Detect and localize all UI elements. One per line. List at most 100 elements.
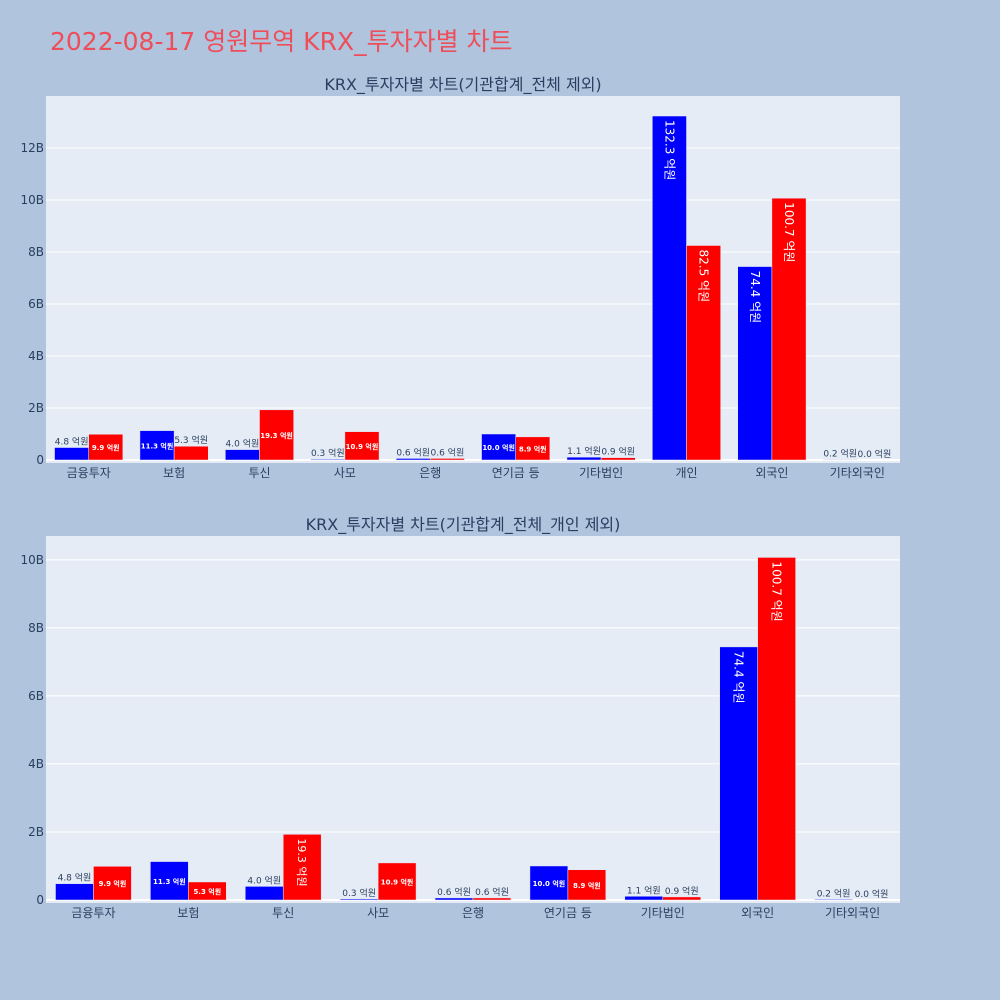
x-tick-label: 기타외국인 — [830, 466, 885, 480]
data-label: 74.4 억원 — [748, 271, 762, 324]
x-tick-label: 은행 — [419, 465, 441, 480]
buy-bar — [139, 430, 175, 461]
sell-bar — [515, 436, 551, 461]
buy-bar — [652, 115, 687, 461]
buy-bar — [245, 886, 284, 901]
sell-bar — [93, 866, 132, 901]
sell-bar — [662, 896, 701, 901]
x-tick-label: 연기금 등 — [544, 906, 592, 920]
sell-bar — [600, 457, 636, 461]
data-label: 1.1 억원 — [627, 884, 661, 896]
data-label: 100.7 억원 — [770, 561, 784, 621]
buy-bar — [814, 899, 853, 901]
sell-bar — [771, 197, 807, 461]
y-tick-label: 2B — [28, 401, 44, 415]
data-label: 132.3 억원 — [662, 120, 676, 180]
chart-without-institution-total-and-individual: KRX_투자자별 차트(기관합계_전체_개인 제외) 0 2B 4B 6B 8B 10B 금융… — [20, 515, 900, 920]
y-tick-label: 10B — [20, 193, 44, 207]
y-tick-label: 6B — [28, 689, 44, 703]
data-label: 11.3 억원 — [141, 441, 174, 450]
data-label: 8.9 억원 — [573, 881, 601, 890]
data-label: 74.4 억원 — [732, 651, 746, 704]
data-label: 9.9 억원 — [99, 879, 127, 888]
buy-bar — [624, 896, 664, 901]
x-tick-label: 외국인 — [755, 466, 788, 480]
data-label: 0.0 억원 — [855, 888, 889, 900]
chart-title: KRX_투자자별 차트(기관합계_전체_개인 제외) — [306, 515, 621, 535]
sell-bar — [377, 862, 417, 901]
data-label: 4.0 억원 — [226, 438, 260, 450]
y-tick-label: 8B — [28, 621, 44, 635]
x-tick-label: 사모 — [334, 466, 356, 480]
sell-bar — [88, 434, 124, 461]
page-title: 2022-08-17 영원무역 KRX_투자자별 차트 — [50, 27, 513, 56]
data-label: 0.6 억원 — [437, 886, 471, 898]
sell-bar — [173, 445, 209, 461]
buy-bar — [150, 861, 189, 901]
sell-bar — [344, 431, 380, 461]
sell-bar — [567, 869, 607, 901]
y-tick-label: 8B — [28, 245, 44, 259]
sell-bar — [188, 881, 227, 901]
x-tick-label: 사모 — [367, 906, 389, 920]
sell-bar — [282, 834, 322, 901]
data-label: 10.0 억원 — [482, 443, 515, 452]
data-label: 5.3 억원 — [174, 434, 208, 446]
x-tick-label: 기타법인 — [641, 906, 685, 920]
y-tick-label: 6B — [28, 297, 44, 311]
x-tick-label: 기타법인 — [579, 466, 623, 480]
buy-bar — [822, 459, 858, 461]
data-label: 0.6 억원 — [431, 446, 465, 458]
data-label: 4.8 억원 — [58, 872, 92, 884]
x-tick-label: 연기금 등 — [492, 466, 540, 480]
sell-bar — [259, 409, 294, 461]
data-label: 5.3 억원 — [193, 887, 221, 896]
data-label: 100.7 억원 — [782, 202, 796, 262]
chart-without-institution-total: KRX_투자자별 차트(기관합계_전체 제외) 0 2B 4B 6B 8B 10B 12B 금융… — [20, 75, 900, 480]
y-tick-label: 0 — [36, 453, 44, 467]
buy-bar — [481, 433, 516, 461]
buy-bar — [566, 456, 602, 461]
data-label: 4.0 억원 — [247, 874, 281, 886]
data-label: 0.6 억원 — [475, 886, 509, 898]
sell-bar — [757, 557, 796, 901]
buy-bar — [310, 458, 346, 461]
data-label: 0.9 억원 — [665, 885, 699, 897]
sell-bar — [430, 458, 465, 461]
x-tick-label: 기타외국인 — [825, 906, 880, 920]
x-tick-label: 보험 — [163, 466, 185, 480]
data-label: 8.9 억원 — [519, 444, 547, 453]
buy-bar — [54, 447, 89, 461]
y-tick-label: 12B — [20, 141, 44, 155]
data-label: 9.9 억원 — [92, 443, 120, 452]
y-tick-label: 0 — [36, 893, 44, 907]
data-label: 0.6 억원 — [396, 446, 430, 458]
sell-bar — [686, 245, 721, 461]
data-label: 10.9 억원 — [346, 442, 379, 451]
buy-bar — [434, 897, 474, 901]
x-tick-label: 금융투자 — [71, 906, 115, 920]
data-label: 82.5 억원 — [697, 250, 711, 303]
data-label: 0.3 억원 — [342, 887, 376, 899]
x-tick-label: 개인 — [675, 466, 697, 480]
data-label: 19.3 억원 — [295, 838, 308, 886]
y-tick-label: 4B — [28, 757, 44, 771]
y-tick-label: 10B — [20, 553, 44, 567]
data-label: 10.9 억원 — [381, 877, 414, 886]
x-tick-label: 금융투자 — [67, 466, 111, 480]
data-label: 0.2 억원 — [823, 447, 857, 459]
data-label: 0.2 억원 — [817, 887, 851, 899]
buy-bar — [225, 449, 260, 461]
sell-bar — [472, 897, 512, 901]
data-label: 1.1 억원 — [567, 445, 601, 457]
y-tick-label: 2B — [28, 825, 44, 839]
x-tick-label: 외국인 — [741, 906, 774, 920]
data-label: 10.0 억원 — [533, 879, 566, 888]
chart-title: KRX_투자자별 차트(기관합계_전체 제외) — [324, 75, 601, 95]
data-label: 11.3 억원 — [153, 877, 186, 886]
x-tick-label: 투신 — [272, 906, 294, 920]
data-label: 19.3 억원 — [260, 431, 293, 440]
x-tick-label: 은행 — [462, 905, 484, 920]
buy-bar — [339, 898, 379, 901]
buy-bar — [55, 883, 94, 901]
